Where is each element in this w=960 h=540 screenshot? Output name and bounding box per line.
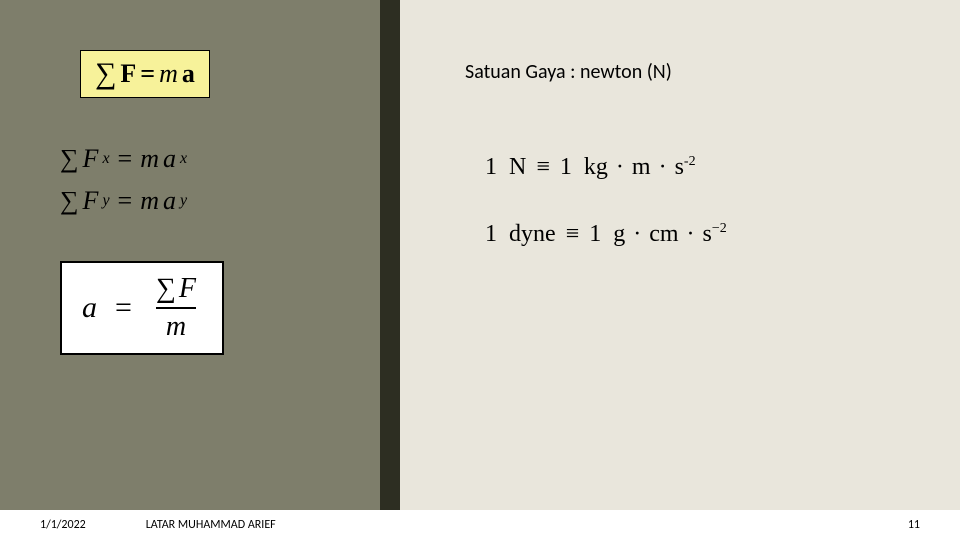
footer-author: LATAR MUHAMMAD ARIEF bbox=[146, 518, 276, 532]
a-symbol: a bbox=[82, 291, 97, 325]
kg-unit: kg bbox=[578, 154, 608, 181]
dot-symbol: · bbox=[614, 154, 626, 181]
equals-sign: = bbox=[114, 180, 137, 222]
f-symbol: F bbox=[120, 59, 136, 89]
equals-sign: = bbox=[114, 138, 137, 180]
m-symbol: m bbox=[140, 180, 159, 222]
f-symbol: F bbox=[83, 138, 99, 180]
numerator: ∑ F bbox=[150, 273, 202, 307]
dot-symbol: · bbox=[657, 154, 669, 181]
one: 1 bbox=[485, 221, 497, 248]
fy-equation: ∑ Fy = m ay bbox=[60, 180, 350, 222]
sigma-symbol: ∑ bbox=[156, 273, 176, 305]
sigma-symbol: ∑ bbox=[95, 57, 116, 91]
y-subscript: y bbox=[180, 188, 187, 214]
newton-second-law-box: ∑ F = m a bbox=[80, 50, 210, 98]
fx-equation: ∑ Fx = m ax bbox=[60, 138, 350, 180]
exponent: -2 bbox=[684, 154, 696, 169]
right-panel: Satuan Gaya : newton (N) 1 N ≡ 1 kg · m … bbox=[400, 0, 960, 510]
vertical-divider bbox=[380, 0, 400, 510]
acceleration-equation: a = ∑ F m bbox=[82, 273, 202, 343]
y-subscript: y bbox=[102, 188, 109, 214]
footer-page-number: 11 bbox=[908, 518, 920, 532]
fraction: ∑ F m bbox=[150, 273, 202, 343]
dot-symbol: · bbox=[631, 221, 643, 248]
sigma-symbol: ∑ bbox=[60, 138, 79, 180]
newton-definition: 1 N ≡ 1 kg · m · s-2 bbox=[485, 154, 920, 181]
equation-sum-f-ma: ∑ F = m a bbox=[95, 57, 195, 91]
dot-symbol: · bbox=[685, 221, 697, 248]
s-unit: s-2 bbox=[675, 154, 696, 181]
slide-footer: 1/1/2022 LATAR MUHAMMAD ARIEF 11 bbox=[0, 510, 960, 540]
exponent: −2 bbox=[712, 221, 727, 236]
component-equations: ∑ Fx = m ax ∑ Fy = m ay bbox=[60, 138, 350, 221]
a-symbol: a bbox=[163, 138, 176, 180]
f-symbol: F bbox=[83, 180, 99, 222]
left-panel: ∑ F = m a ∑ Fx = m ax ∑ Fy = m ay bbox=[0, 0, 380, 540]
x-subscript: x bbox=[180, 146, 187, 172]
slide: ∑ F = m a ∑ Fx = m ax ∑ Fy = m ay bbox=[0, 0, 960, 540]
f-symbol: F bbox=[179, 273, 196, 305]
s-unit: s−2 bbox=[703, 221, 727, 248]
a-symbol: a bbox=[182, 59, 195, 89]
m-symbol: m bbox=[159, 59, 178, 89]
one: 1 bbox=[589, 221, 601, 248]
equals-sign: = bbox=[115, 291, 132, 325]
equiv-symbol: ≡ bbox=[562, 221, 584, 248]
x-subscript: x bbox=[102, 146, 109, 172]
cm-unit: cm bbox=[649, 221, 678, 248]
g-unit: g bbox=[607, 221, 625, 248]
m-symbol: m bbox=[140, 138, 159, 180]
footer-date: 1/1/2022 bbox=[40, 518, 86, 532]
denominator: m bbox=[156, 307, 196, 343]
force-unit-heading: Satuan Gaya : newton (N) bbox=[465, 60, 920, 84]
acceleration-formula-box: a = ∑ F m bbox=[60, 261, 224, 355]
m-unit: m bbox=[632, 154, 651, 181]
dyne-unit: dyne bbox=[503, 221, 556, 248]
one: 1 bbox=[560, 154, 572, 181]
sigma-symbol: ∑ bbox=[60, 180, 79, 222]
dyne-definition: 1 dyne ≡ 1 g · cm · s−2 bbox=[485, 221, 920, 248]
one: 1 bbox=[485, 154, 497, 181]
a-symbol: a bbox=[163, 180, 176, 222]
equals-sign: = bbox=[140, 59, 155, 89]
equiv-symbol: ≡ bbox=[532, 154, 554, 181]
newton-unit: N bbox=[503, 154, 526, 181]
